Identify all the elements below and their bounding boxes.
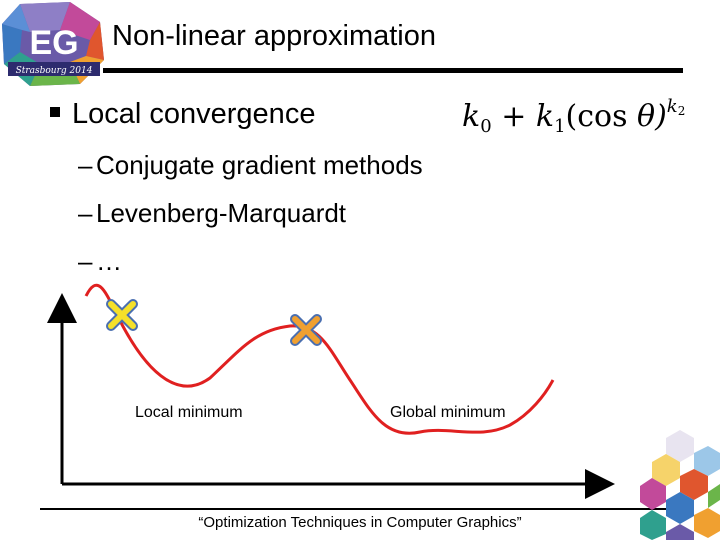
subitem-text: … bbox=[96, 246, 122, 276]
global-start-marker bbox=[290, 314, 322, 346]
dash-marker: – bbox=[78, 246, 93, 276]
global-minimum-label: Global minimum bbox=[390, 404, 506, 421]
formula-k1: k bbox=[535, 99, 555, 134]
logo-letters: EG bbox=[29, 24, 78, 62]
formula-k0: k bbox=[462, 99, 481, 134]
subitem-conjugate-gradient: – Conjugate gradient methods bbox=[78, 150, 423, 181]
formula-plus: + bbox=[501, 99, 527, 134]
local-start-marker bbox=[106, 299, 138, 331]
eg-logo: EG Strasbourg 2014 bbox=[2, 2, 104, 86]
title-underline bbox=[103, 68, 683, 73]
formula-exp-sub: 2 bbox=[677, 104, 686, 118]
formula-k1-sub: 1 bbox=[554, 116, 566, 137]
subitem-ellipsis: –… bbox=[78, 246, 122, 277]
formula-exp: k bbox=[666, 96, 678, 117]
subitem-levenberg-marquardt: – Levenberg-Marquardt bbox=[78, 198, 346, 229]
formula-cos: (cos bbox=[565, 99, 628, 134]
slide-title: Non-linear approximation bbox=[112, 20, 436, 52]
local-minimum-label: Local minimum bbox=[135, 404, 243, 421]
bullet-local-convergence: Local convergence bbox=[50, 98, 315, 131]
honeycomb-decoration bbox=[640, 430, 720, 540]
bullet-text: Local convergence bbox=[72, 98, 316, 130]
logo-caption: Strasbourg 2014 bbox=[16, 66, 93, 76]
footer-rule bbox=[40, 508, 683, 510]
dash-marker: – bbox=[78, 198, 93, 228]
formula-theta: θ) bbox=[637, 99, 667, 134]
dash-marker: – bbox=[78, 150, 93, 180]
footer-citation: “Optimization Techniques in Computer Gra… bbox=[198, 514, 522, 531]
square-bullet-icon bbox=[50, 107, 60, 118]
subitem-text: Levenberg-Marquardt bbox=[96, 198, 347, 228]
subitem-text: Conjugate gradient methods bbox=[96, 150, 423, 180]
model-formula: k0 + k1(cos θ)k2 bbox=[462, 96, 685, 137]
formula-k0-sub: 0 bbox=[480, 116, 492, 137]
